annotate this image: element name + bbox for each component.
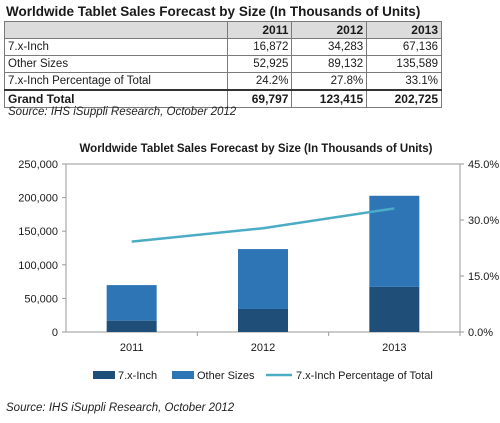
y2-axis-tick-label: 45.0% bbox=[468, 159, 499, 171]
row-label: 7.x-Inch bbox=[4, 38, 228, 56]
y-axis-tick-label: 100,000 bbox=[18, 260, 58, 272]
table-cell: 202,725 bbox=[366, 89, 442, 108]
x-axis-tick-label: 2013 bbox=[382, 342, 406, 354]
y-axis-tick-label: 150,000 bbox=[18, 226, 58, 238]
table-header-year: 2011 bbox=[226, 21, 293, 39]
table-header-blank bbox=[4, 21, 228, 39]
table-cell: 123,415 bbox=[291, 89, 368, 108]
y2-axis-tick-label: 15.0% bbox=[468, 271, 499, 283]
x-axis-tick-label: 2011 bbox=[120, 342, 144, 354]
bar-7-x-inch bbox=[106, 320, 157, 332]
y2-axis-tick-label: 30.0% bbox=[468, 215, 499, 227]
legend-label: 7.x-Inch bbox=[118, 370, 157, 382]
table-source: Source: IHS iSuppli Research, October 20… bbox=[8, 106, 237, 118]
bar-other-sizes bbox=[238, 249, 288, 309]
bar-other-sizes bbox=[106, 285, 157, 321]
table-total-row: Grand Total 69,797 123,415 202,725 bbox=[4, 89, 442, 108]
row-label: Grand Total bbox=[4, 89, 228, 108]
bar-7-x-inch bbox=[369, 286, 420, 332]
legend-label: 7.x-Inch Percentage of Total bbox=[296, 370, 433, 382]
table-header-row: 2011 2012 2013 bbox=[4, 21, 442, 39]
table-cell: 67,136 bbox=[366, 38, 442, 56]
table-cell: 16,872 bbox=[226, 38, 293, 56]
chart-source: Source: IHS iSuppli Research, October 20… bbox=[6, 402, 235, 414]
y-axis-tick-label: 200,000 bbox=[18, 193, 58, 205]
table-header-year: 2012 bbox=[291, 21, 368, 39]
chart-plot: Worldwide Tablet Sales Forecast by Size … bbox=[18, 143, 499, 382]
table-row: Other Sizes 52,925 89,132 135,589 bbox=[4, 55, 442, 73]
table-cell: 24.2% bbox=[226, 72, 293, 91]
row-label: 7.x-Inch Percentage of Total bbox=[4, 72, 228, 91]
y-axis-tick-label: 50,000 bbox=[24, 293, 58, 305]
bar-7-x-inch bbox=[238, 308, 288, 332]
tablet-sales-chart: Worldwide Tablet Sales Forecast by Size … bbox=[18, 143, 499, 382]
table-cell: 69,797 bbox=[226, 89, 293, 108]
table-title: Worldwide Tablet Sales Forecast by Size … bbox=[6, 4, 421, 19]
chart-title: Worldwide Tablet Sales Forecast by Size … bbox=[80, 143, 433, 155]
percentage-line bbox=[131, 207, 395, 243]
forecast-table: 2011 2012 2013 7.x-Inch 16,872 34,283 67… bbox=[4, 21, 442, 108]
legend-swatch-7-x-inch bbox=[93, 371, 115, 379]
table-cell: 27.8% bbox=[291, 72, 368, 91]
table-cell: 89,132 bbox=[291, 55, 368, 73]
table-header-year: 2013 bbox=[366, 21, 442, 39]
table-row: 7.x-Inch Percentage of Total 24.2% 27.8%… bbox=[4, 72, 442, 91]
table-cell: 34,283 bbox=[291, 38, 368, 56]
table-cell: 52,925 bbox=[226, 55, 293, 73]
table-cell: 135,589 bbox=[366, 55, 442, 73]
table-row: 7.x-Inch 16,872 34,283 67,136 bbox=[4, 38, 442, 56]
y-axis-tick-label: 0 bbox=[52, 327, 58, 339]
legend-swatch-other-sizes bbox=[172, 371, 194, 379]
row-label: Other Sizes bbox=[4, 55, 228, 73]
legend-label: Other Sizes bbox=[197, 370, 255, 382]
x-axis-tick-label: 2012 bbox=[251, 342, 275, 354]
table-cell: 33.1% bbox=[366, 72, 442, 91]
forecast-table-section: Worldwide Tablet Sales Forecast by Size … bbox=[4, 4, 444, 108]
y-axis-tick-label: 250,000 bbox=[18, 159, 58, 171]
y2-axis-tick-label: 0.0% bbox=[468, 327, 493, 339]
